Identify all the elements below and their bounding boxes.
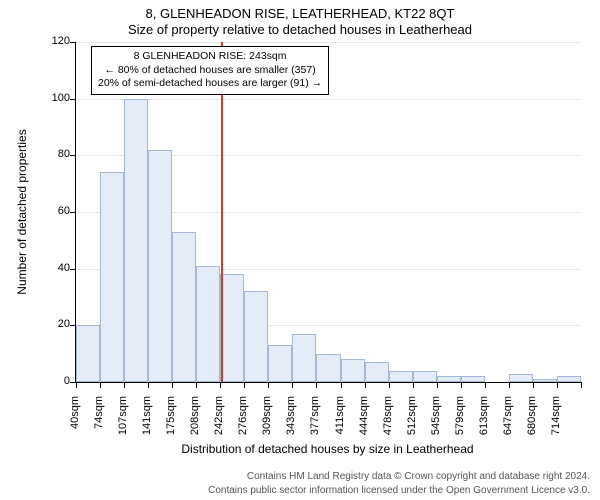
x-tick-label: 377sqm	[309, 396, 321, 446]
gridline	[76, 99, 581, 100]
y-tick-label: 80	[30, 148, 70, 160]
x-tick-label: 579sqm	[454, 396, 466, 446]
x-tick-label: 208sqm	[189, 396, 201, 446]
x-tick	[557, 382, 558, 388]
histogram-bar	[413, 371, 437, 382]
annotation-line-2: ← 80% of detached houses are smaller (35…	[98, 64, 322, 78]
x-tick-label: 478sqm	[382, 396, 394, 446]
histogram-bar	[100, 172, 124, 382]
x-tick-label: 242sqm	[213, 396, 225, 446]
histogram-bar	[292, 334, 316, 382]
y-tick	[70, 42, 76, 43]
annotation-box: 8 GLENHEADON RISE: 243sqm ← 80% of detac…	[91, 46, 329, 95]
footer-line-2: Contains public sector information licen…	[0, 485, 590, 496]
page-title-1: 8, GLENHEADON RISE, LEATHERHEAD, KT22 8Q…	[0, 6, 600, 21]
x-tick	[220, 382, 221, 388]
x-tick	[365, 382, 366, 388]
footer-line-1: Contains HM Land Registry data © Crown c…	[0, 471, 590, 482]
page-title-2: Size of property relative to detached ho…	[0, 22, 600, 37]
x-tick	[389, 382, 390, 388]
x-tick	[413, 382, 414, 388]
x-tick	[581, 382, 582, 388]
x-tick-label: 613sqm	[478, 396, 490, 446]
x-tick	[485, 382, 486, 388]
y-tick-label: 40	[30, 262, 70, 274]
x-tick-label: 343sqm	[285, 396, 297, 446]
histogram-bar	[76, 325, 100, 382]
x-tick	[196, 382, 197, 388]
y-tick	[70, 269, 76, 270]
histogram-bar	[461, 376, 485, 382]
histogram-bar	[148, 150, 172, 382]
x-tick-label: 714sqm	[550, 396, 562, 446]
histogram-bar	[124, 99, 148, 382]
histogram-bar	[341, 359, 365, 382]
histogram-chart: 8 GLENHEADON RISE: 243sqm ← 80% of detac…	[75, 42, 581, 383]
x-tick-label: 141sqm	[141, 396, 153, 446]
histogram-bar	[244, 291, 268, 382]
x-tick	[148, 382, 149, 388]
histogram-bar	[316, 354, 340, 382]
x-tick	[437, 382, 438, 388]
x-tick	[341, 382, 342, 388]
annotation-line-1: 8 GLENHEADON RISE: 243sqm	[98, 50, 322, 64]
annotation-line-3: 20% of semi-detached houses are larger (…	[98, 77, 322, 91]
histogram-bar	[389, 371, 413, 382]
y-tick-label: 0	[30, 375, 70, 387]
x-tick	[100, 382, 101, 388]
x-tick	[461, 382, 462, 388]
x-tick-label: 411sqm	[334, 396, 346, 446]
histogram-bar	[268, 345, 292, 382]
x-tick	[244, 382, 245, 388]
x-tick	[316, 382, 317, 388]
histogram-bar	[172, 232, 196, 382]
y-tick-label: 100	[30, 92, 70, 104]
histogram-bar	[220, 274, 244, 382]
x-tick-label: 444sqm	[358, 396, 370, 446]
x-tick	[172, 382, 173, 388]
x-tick-label: 647sqm	[502, 396, 514, 446]
histogram-bar	[533, 379, 557, 382]
gridline	[76, 42, 581, 43]
y-tick	[70, 155, 76, 156]
histogram-bar	[196, 266, 220, 382]
histogram-bar	[365, 362, 389, 382]
x-tick-label: 309sqm	[261, 396, 273, 446]
x-tick-label: 512sqm	[406, 396, 418, 446]
x-tick-label: 175sqm	[165, 396, 177, 446]
y-tick	[70, 212, 76, 213]
x-tick-label: 545sqm	[430, 396, 442, 446]
x-tick	[509, 382, 510, 388]
y-axis-title: Number of detached properties	[15, 129, 29, 294]
x-tick-label: 107sqm	[117, 396, 129, 446]
x-tick-label: 276sqm	[237, 396, 249, 446]
y-tick-label: 120	[30, 35, 70, 47]
x-tick	[124, 382, 125, 388]
x-tick-label: 680sqm	[526, 396, 538, 446]
y-tick	[70, 99, 76, 100]
x-tick	[268, 382, 269, 388]
y-tick-label: 60	[30, 205, 70, 217]
x-tick	[76, 382, 77, 388]
x-tick-label: 74sqm	[93, 396, 105, 446]
x-tick	[292, 382, 293, 388]
histogram-bar	[557, 376, 581, 382]
histogram-bar	[509, 374, 533, 383]
x-tick	[533, 382, 534, 388]
y-tick-label: 20	[30, 318, 70, 330]
x-tick-label: 40sqm	[69, 396, 81, 446]
histogram-bar	[437, 376, 461, 382]
